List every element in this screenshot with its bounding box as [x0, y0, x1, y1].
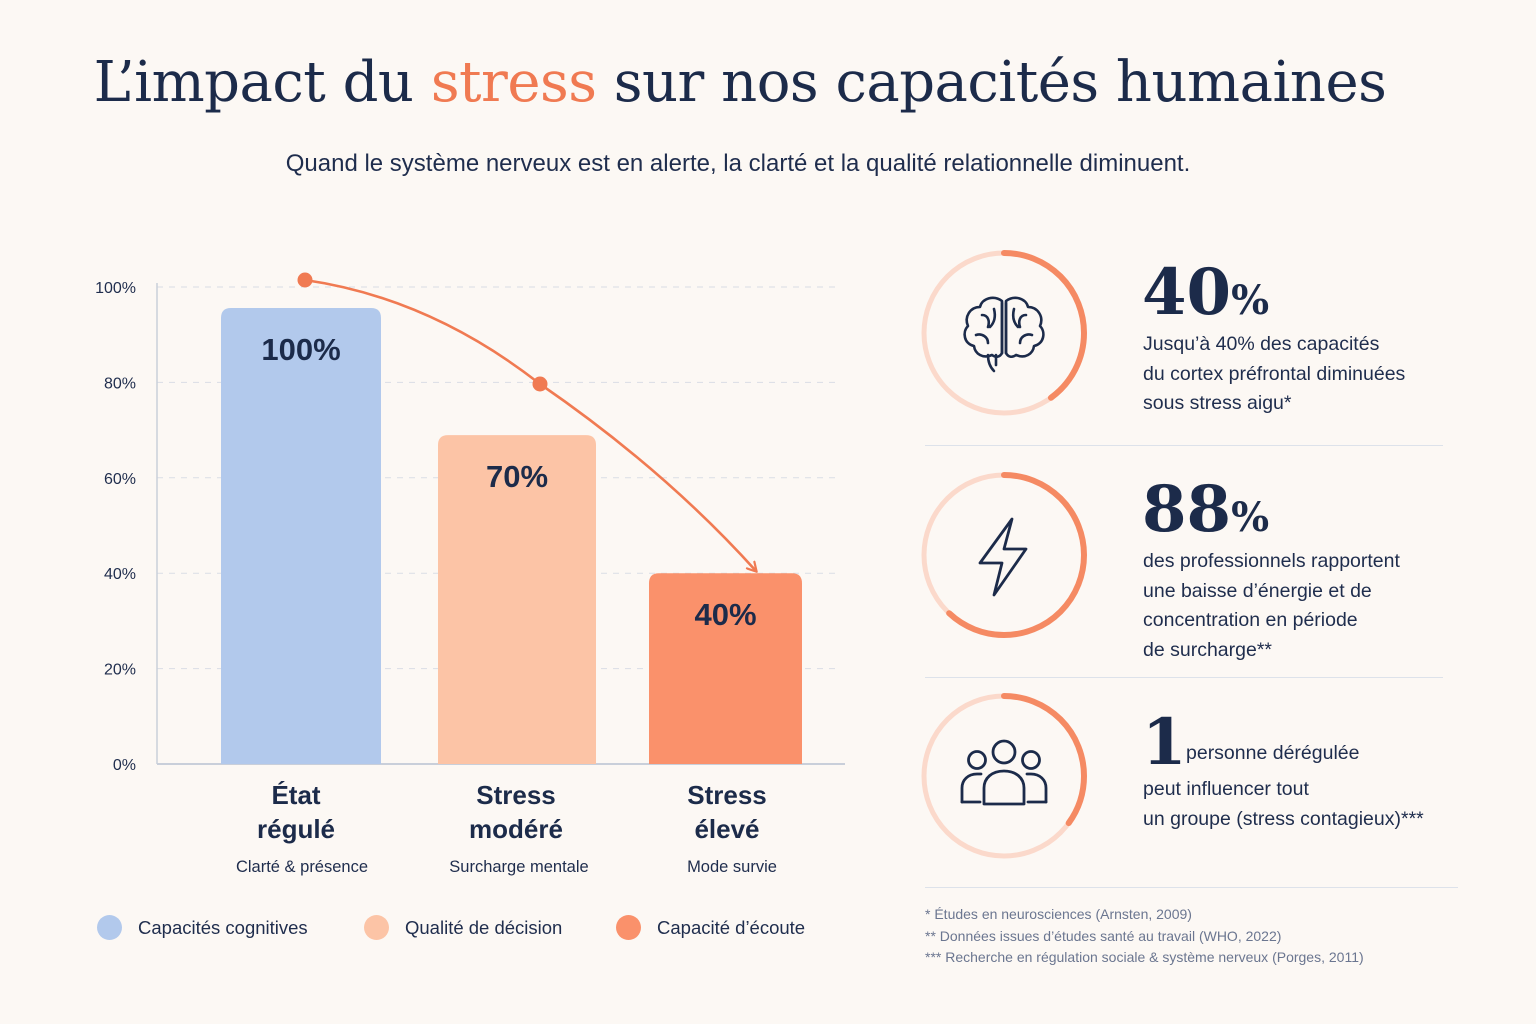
bar-chart: 0% 20% 40% 60% 80% 100% 100% État régulé Clarté &…: [95, 272, 845, 876]
stat-value-cortex: 40%: [1142, 255, 1270, 330]
stat-value-energy: 88%: [1142, 472, 1270, 547]
stat-ring-energy: [921, 472, 1087, 638]
legend-label: Qualité de décision: [405, 916, 563, 938]
divider: [925, 677, 1443, 678]
bar: [438, 435, 596, 764]
stat-desc-line: Jusqu’à 40% des capacités: [1143, 333, 1380, 355]
trend-point: [532, 376, 548, 392]
ring-progress: [921, 472, 1087, 638]
stat-desc-line: des professionnels rapportent: [1143, 550, 1400, 572]
stat-desc-line: concentration en période: [1143, 609, 1358, 631]
legend-item-listening: Capacité d’écoute: [616, 915, 805, 940]
divider: [925, 445, 1443, 446]
stat-desc-line: sous stress aigu*: [1143, 392, 1292, 414]
ring-progress: [921, 693, 1087, 859]
bar-value-label: 70%: [486, 459, 548, 494]
legend-swatch: [616, 915, 641, 940]
title-accent: stress: [430, 50, 597, 115]
stat-desc-line: un groupe (stress contagieux)***: [1143, 807, 1424, 830]
stat-ring-cortex: [921, 250, 1087, 416]
stat-desc-cortex: Jusqu’à 40% des capacités du cortex préf…: [1143, 330, 1405, 419]
page-title: L’impact du stress sur nos capacités hum…: [0, 50, 1480, 115]
legend-item-decision: Qualité de décision: [364, 915, 562, 940]
brain-icon: [963, 296, 1045, 373]
y-tick-label: 40%: [104, 566, 136, 583]
footnote: * Études en neurosciences (Arnsten, 2009…: [925, 906, 1192, 922]
page-subtitle: Quand le système nerveux est en alerte, …: [285, 150, 1191, 177]
ring-progress: [921, 250, 1087, 416]
title-end: sur nos capacités humaines: [596, 50, 1387, 115]
bar: [221, 308, 381, 764]
y-tick-label: 80%: [104, 375, 136, 392]
legend-label: Capacités cognitives: [138, 916, 308, 938]
stat-desc-line: une baisse d’énergie et de: [1143, 579, 1372, 602]
legend-label: Capacité d’écoute: [657, 916, 806, 938]
y-tick-label: 20%: [104, 662, 136, 679]
y-tick-label: 100%: [95, 280, 136, 297]
x-category-label: élevé: [694, 814, 759, 844]
stat-desc-group: peut influencer tout un groupe (stress c…: [1143, 775, 1424, 834]
stat-desc-line: peut influencer tout: [1143, 778, 1309, 800]
bar-value-label: 100%: [261, 332, 340, 367]
x-category-label: Stress: [476, 780, 556, 810]
divider: [925, 887, 1458, 888]
x-category-label: modéré: [469, 814, 563, 844]
footnotes: * Études en neurosciences (Arnsten, 2009…: [925, 904, 1364, 969]
footnote: *** Recherche en régulation sociale & sy…: [925, 949, 1364, 965]
title-start: L’impact du: [93, 50, 431, 115]
x-category-label: Stress: [687, 780, 767, 810]
x-category-label: État: [271, 780, 320, 810]
bar-value-label: 40%: [694, 597, 756, 632]
stat-desc-line: de surcharge**: [1143, 638, 1272, 661]
stat-ring-group: [921, 693, 1087, 859]
x-category-label: régulé: [257, 814, 335, 844]
footnote: ** Données issues d’études santé au trav…: [925, 927, 1282, 944]
legend-swatch: [364, 915, 389, 940]
stat-desc-line: du cortex préfrontal diminuées: [1143, 362, 1406, 385]
x-category-sublabel: Clarté & présence: [236, 858, 368, 876]
stat-desc-energy: des professionnels rapportent une baisse…: [1143, 547, 1400, 665]
trend-point: [297, 272, 313, 288]
stat-value-group: 1: [1142, 705, 1187, 780]
lightning-icon: [978, 517, 1028, 597]
stat-inline-group: personne dérégulée: [1186, 742, 1360, 764]
x-category-sublabel: Mode survie: [687, 858, 777, 876]
legend-swatch: [97, 915, 122, 940]
x-category-sublabel: Surcharge mentale: [449, 858, 588, 876]
bar: [649, 573, 802, 764]
legend-item-cognitive: Capacités cognitives: [97, 915, 308, 940]
y-tick-label: 60%: [104, 471, 136, 488]
people-group-icon: [960, 739, 1048, 806]
y-tick-label: 0%: [113, 757, 136, 774]
